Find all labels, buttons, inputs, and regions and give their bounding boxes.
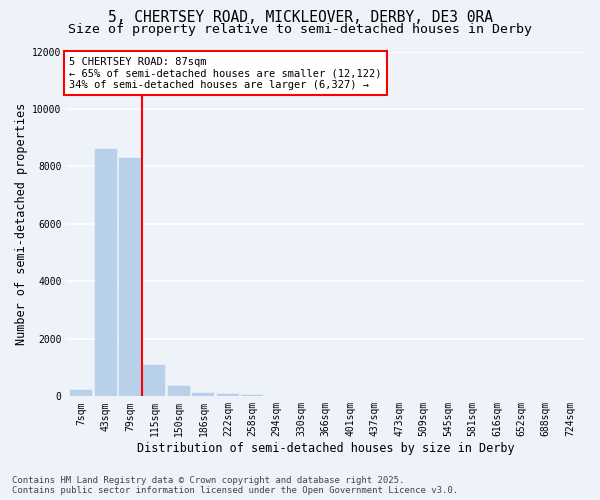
Bar: [143, 366, 166, 396]
Text: Size of property relative to semi-detached houses in Derby: Size of property relative to semi-detach…: [68, 22, 532, 36]
Text: 5, CHERTSEY ROAD, MICKLEOVER, DERBY, DE3 0RA: 5, CHERTSEY ROAD, MICKLEOVER, DERBY, DE3…: [107, 10, 493, 25]
Bar: [193, 392, 214, 396]
Bar: [119, 158, 141, 396]
Text: 5 CHERTSEY ROAD: 87sqm
← 65% of semi-detached houses are smaller (12,122)
34% of: 5 CHERTSEY ROAD: 87sqm ← 65% of semi-det…: [69, 56, 382, 90]
Y-axis label: Number of semi-detached properties: Number of semi-detached properties: [15, 103, 28, 345]
Bar: [168, 386, 190, 396]
X-axis label: Distribution of semi-detached houses by size in Derby: Distribution of semi-detached houses by …: [137, 442, 515, 455]
Bar: [70, 390, 92, 396]
Bar: [95, 148, 116, 396]
Text: Contains HM Land Registry data © Crown copyright and database right 2025.
Contai: Contains HM Land Registry data © Crown c…: [12, 476, 458, 495]
Bar: [217, 394, 239, 396]
